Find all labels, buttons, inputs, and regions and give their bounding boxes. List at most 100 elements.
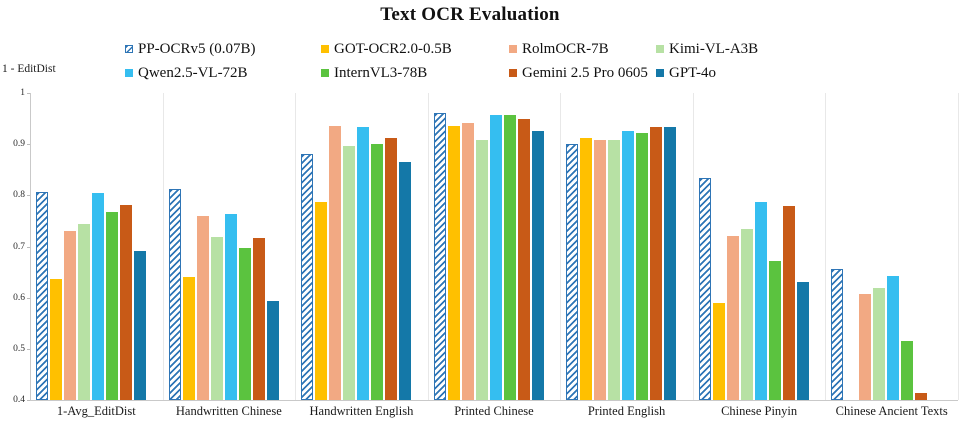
bar-pp-ocrv5-0-07b xyxy=(301,153,314,400)
bar-pp-ocrv5-0-07b xyxy=(433,112,446,400)
category-label: Chinese Ancient Texts xyxy=(835,404,948,418)
bar-rolmocr-7b xyxy=(64,230,76,400)
bar-kimi-vl-a3b xyxy=(873,288,886,400)
legend-label: Qwen2.5-VL-72B xyxy=(138,64,248,81)
bar-gemini-2-5-pro-0605 xyxy=(120,205,132,400)
bar-internvl3-78b xyxy=(901,341,914,400)
bar-gemini-2-5-pro-0605 xyxy=(517,118,530,400)
bar-gemini-2-5-pro-0605 xyxy=(650,126,663,400)
legend-swatch-icon xyxy=(656,45,664,53)
bar-gemini-2-5-pro-0605 xyxy=(385,138,398,400)
bar-pp-ocrv5-0-07b xyxy=(36,192,48,400)
bar-gemini-2-5-pro-0605 xyxy=(915,392,928,400)
y-tick-mark-icon xyxy=(27,144,30,146)
legend-item-pp-ocrv5-0-07b: PP-OCRv5 (0.07B) xyxy=(125,41,321,58)
legend: PP-OCRv5 (0.07B) GOT-OCR2.0-0.5B RolmOCR-7… xyxy=(125,37,758,85)
category-label: Chinese Pinyin xyxy=(721,404,798,418)
bar-gpt-4o xyxy=(134,250,146,400)
legend-item-kimi-vl-a3b: Kimi-VL-A3B xyxy=(656,41,758,58)
legend-swatch-icon xyxy=(321,69,329,77)
bar-pp-ocrv5-0-07b xyxy=(831,269,844,400)
bar-kimi-vl-a3b xyxy=(78,224,90,400)
y-tick-label: 0.7 xyxy=(13,241,25,252)
legend-label: GPT-4o xyxy=(669,64,716,81)
bar-rolmocr-7b xyxy=(859,293,872,400)
bar-internvl3-78b xyxy=(238,247,251,400)
legend-label: GOT-OCR2.0-0.5B xyxy=(334,40,452,57)
y-tick-mark-icon xyxy=(27,400,30,401)
legend-label: Gemini 2.5 Pro 0605 xyxy=(522,64,648,81)
category-separator xyxy=(427,93,429,400)
y-tick-label: 0.4 xyxy=(13,395,25,405)
legend-label: Kimi-VL-A3B xyxy=(669,40,759,57)
category-label: Printed Chinese xyxy=(454,404,534,418)
legend-item-got-ocr2-0-0-5b: GOT-OCR2.0-0.5B xyxy=(321,41,509,58)
category-separator xyxy=(162,93,164,400)
y-tick-label: 0.5 xyxy=(13,343,25,354)
bar-rolmocr-7b xyxy=(726,235,739,400)
x-axis-line xyxy=(30,400,958,401)
bar-internvl3-78b xyxy=(371,143,384,400)
bar-pp-ocrv5-0-07b xyxy=(698,177,711,400)
bar-qwen2-5-vl-72b xyxy=(622,131,635,400)
y-tick-label: 0.6 xyxy=(13,292,25,303)
bar-qwen2-5-vl-72b xyxy=(754,201,767,400)
legend-swatch-icon xyxy=(125,45,133,53)
legend-label: PP-OCRv5 (0.07B) xyxy=(138,40,256,57)
bar-internvl3-78b xyxy=(768,260,781,400)
legend-swatch-icon xyxy=(509,45,517,53)
legend-item-internvl3-78b: InternVL3-78B xyxy=(321,65,509,82)
bar-gemini-2-5-pro-0605 xyxy=(252,238,265,400)
bar-rolmocr-7b xyxy=(196,215,209,400)
bar-qwen2-5-vl-72b xyxy=(224,213,237,400)
y-tick-mark-icon xyxy=(27,195,30,197)
legend-item-rolmocr-7b: RolmOCR-7B xyxy=(509,41,656,58)
legend-item-qwen2-5-vl-72b: Qwen2.5-VL-72B xyxy=(125,65,321,82)
bar-got-ocr2-0-0-5b xyxy=(580,137,593,400)
bar-internvl3-78b xyxy=(503,115,516,400)
y-tick-label: 0.9 xyxy=(13,139,25,150)
y-tick-mark-icon xyxy=(27,297,30,299)
legend-swatch-icon xyxy=(321,45,329,53)
bar-got-ocr2-0-0-5b xyxy=(712,303,725,400)
category-separator xyxy=(825,93,827,400)
bar-got-ocr2-0-0-5b xyxy=(182,276,195,400)
y-axis-line xyxy=(30,93,31,400)
y-tick-label: 0.8 xyxy=(13,190,25,201)
legend-swatch-icon xyxy=(125,69,133,77)
chart-title: Text OCR Evaluation xyxy=(380,4,560,25)
bar-pp-ocrv5-0-07b xyxy=(566,143,579,400)
bar-gpt-4o xyxy=(531,131,544,400)
legend-label: RolmOCR-7B xyxy=(522,40,609,57)
bar-qwen2-5-vl-72b xyxy=(92,193,104,400)
bar-rolmocr-7b xyxy=(329,126,342,400)
bar-gpt-4o xyxy=(796,282,809,400)
bar-kimi-vl-a3b xyxy=(740,229,753,400)
bar-kimi-vl-a3b xyxy=(210,236,223,400)
bar-rolmocr-7b xyxy=(594,140,607,400)
category-separator xyxy=(560,93,562,400)
bar-got-ocr2-0-0-5b xyxy=(447,125,460,400)
bar-qwen2-5-vl-72b xyxy=(489,115,502,400)
bar-got-ocr2-0-0-5b xyxy=(50,279,62,400)
bar-kimi-vl-a3b xyxy=(475,140,488,400)
legend-item-gpt-4o: GPT-4o xyxy=(656,65,758,82)
bar-gpt-4o xyxy=(266,301,279,400)
category-separator xyxy=(295,93,297,400)
category-label: 1-Avg_EditDist xyxy=(56,404,136,418)
y-tick-mark-icon xyxy=(27,93,30,94)
bar-gpt-4o xyxy=(664,127,677,400)
bar-gemini-2-5-pro-0605 xyxy=(782,205,795,400)
y-axis-label: 1 - EditDist xyxy=(2,63,56,75)
bar-gpt-4o xyxy=(399,161,412,400)
category-label: Handwritten Chinese xyxy=(175,404,282,418)
bar-kimi-vl-a3b xyxy=(608,139,621,400)
legend-swatch-icon xyxy=(509,69,517,77)
y-tick-label: 1 xyxy=(20,88,25,98)
legend-item-gemini-2-5-pro-0605: Gemini 2.5 Pro 0605 xyxy=(509,65,656,82)
bar-internvl3-78b xyxy=(636,133,649,400)
category-separator xyxy=(958,93,959,400)
bar-internvl3-78b xyxy=(106,211,118,400)
